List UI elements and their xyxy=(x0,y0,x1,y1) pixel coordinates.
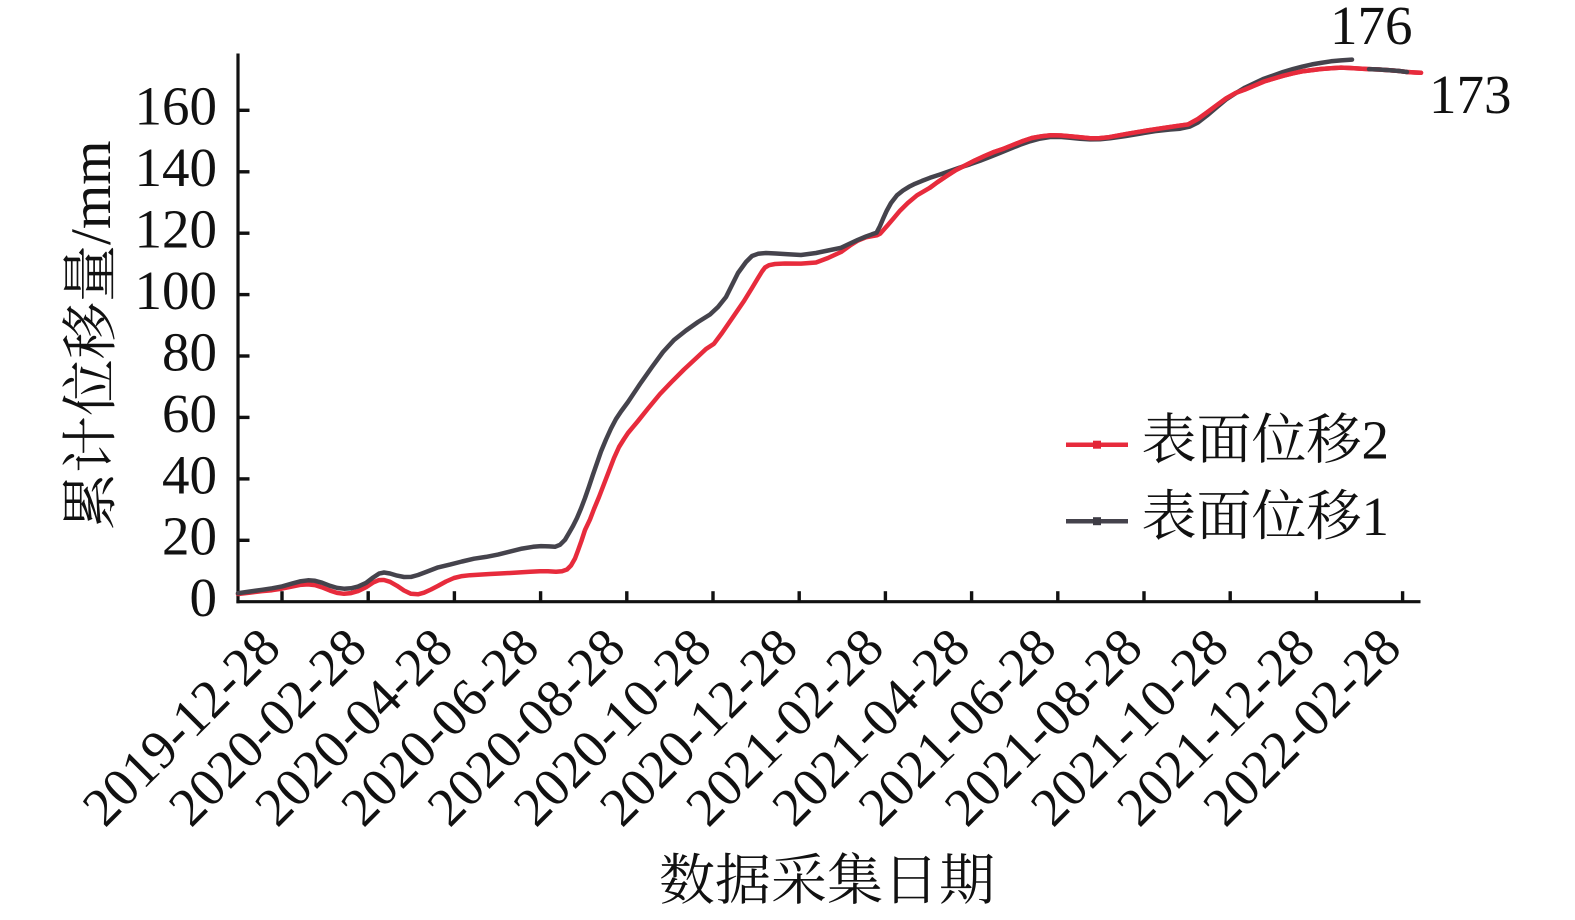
svg-text:40: 40 xyxy=(162,444,217,505)
svg-text:60: 60 xyxy=(162,383,217,444)
svg-text:160: 160 xyxy=(135,76,218,137)
svg-text:1: 1 xyxy=(1362,486,1390,547)
svg-text:/mm: /mm xyxy=(60,140,123,245)
svg-text:120: 120 xyxy=(135,199,218,260)
svg-text:0: 0 xyxy=(190,567,218,628)
svg-text:100: 100 xyxy=(135,260,218,321)
svg-text:80: 80 xyxy=(162,321,217,382)
svg-text:140: 140 xyxy=(135,137,218,198)
svg-text:20: 20 xyxy=(162,506,217,567)
svg-text:2: 2 xyxy=(1362,410,1390,471)
svg-text:173: 173 xyxy=(1429,64,1512,125)
svg-text:176: 176 xyxy=(1330,0,1413,56)
